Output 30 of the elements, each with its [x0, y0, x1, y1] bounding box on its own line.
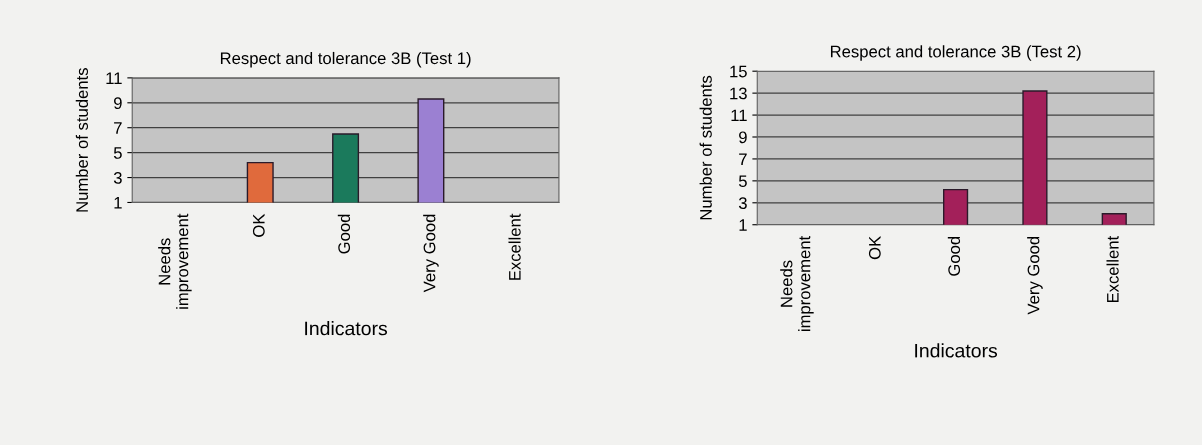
y-tick-label: 7: [114, 122, 122, 134]
y-tick-label: 15: [730, 65, 747, 78]
y-axis-title: Number of students: [699, 75, 712, 220]
y-axis-title: Number of students: [75, 68, 89, 212]
y-tick-label: 1: [114, 197, 122, 209]
y-tick-label: 13: [730, 87, 747, 100]
x-tick-label: Needs improvement: [780, 235, 814, 332]
x-tick-label: OK: [252, 213, 265, 237]
x-tick-label: Excellent: [508, 213, 521, 280]
y-tick-label: 5: [113, 147, 122, 159]
x-axis-title: Indicators: [305, 321, 388, 336]
x-tick-label: Very Good: [1027, 236, 1043, 315]
chart-title: Respect and tolerance 3B (Test 1): [220, 51, 471, 68]
y-tick-label: 9: [739, 131, 747, 144]
x-tick-label: OK: [868, 236, 881, 260]
x-tick-label: Needs improvement: [158, 213, 192, 309]
y-tick-label: 11: [106, 72, 122, 84]
y-tick-label: 3: [738, 197, 747, 209]
x-tick-label: Excellent: [1106, 235, 1119, 303]
y-tick-label: 9: [114, 97, 122, 109]
y-tick-label: 7: [739, 153, 747, 165]
x-axis-title: Indicators: [915, 343, 998, 358]
y-tick-label: 3: [113, 171, 122, 184]
x-tick-label: Good: [947, 236, 961, 276]
x-tick-label: Good: [337, 214, 351, 254]
x-tick-label: Very Good: [423, 214, 439, 293]
chart-title: Respect and tolerance 3B (Test 2): [830, 45, 1081, 61]
y-tick-label: 11: [731, 109, 747, 122]
y-tick-label: 1: [739, 219, 747, 231]
y-tick-label: 5: [738, 175, 747, 188]
